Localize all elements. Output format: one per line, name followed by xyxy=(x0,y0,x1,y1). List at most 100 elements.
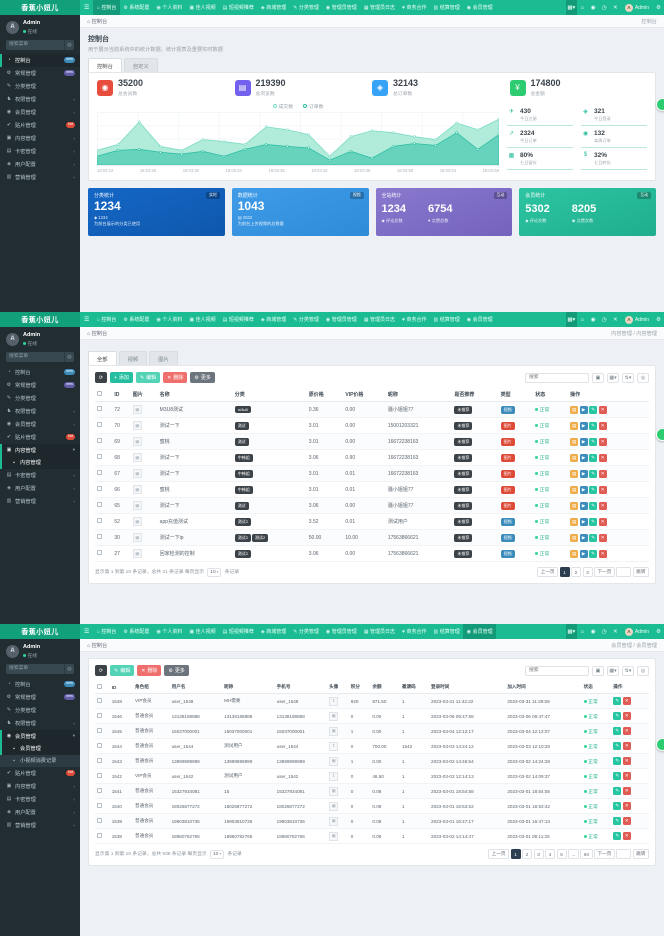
edit-button[interactable]: ✎ 编辑 xyxy=(135,372,161,383)
nav-item-business[interactable]: ♥ 商务合作 xyxy=(399,624,430,639)
nav-item-gear[interactable]: ⚙ 系统配置 xyxy=(120,312,153,327)
apps-menu-icon[interactable]: ▦▾ xyxy=(565,624,577,639)
search-button[interactable]: ◎ xyxy=(637,665,649,676)
sidebar-item-userconf[interactable]: ◈ 用户配置 ‹ xyxy=(0,482,80,495)
sidebar-item-cardkey[interactable]: ▤ 卡密管理 ‹ xyxy=(0,145,80,158)
recycle-bin-button[interactable]: ▣ xyxy=(592,372,604,383)
nav-item-admin[interactable]: ◉ 管理员管理 xyxy=(322,312,360,327)
tab-0[interactable]: 控制台 xyxy=(88,58,122,72)
close-tab-icon[interactable]: ✕ xyxy=(613,628,618,635)
nav-item-log[interactable]: ▦ 管理员日志 xyxy=(360,0,398,15)
sidebar-toggle-icon[interactable]: ☰ xyxy=(84,317,90,323)
log-button[interactable]: ▤ xyxy=(570,501,579,510)
delete-button[interactable]: ✕ 删除 xyxy=(137,665,162,676)
edit-row-button[interactable]: ✎ xyxy=(589,469,598,478)
edit-row-button[interactable]: ✎ xyxy=(613,727,622,735)
page-button-2[interactable]: 2 xyxy=(522,849,533,859)
delete-row-button[interactable]: ✕ xyxy=(622,757,631,765)
sidebar-item-general[interactable]: ⚙ 常规管理 new xyxy=(0,691,80,704)
row-checkbox[interactable] xyxy=(97,502,102,507)
sidebar-search-icon[interactable]: ◎ xyxy=(64,351,74,362)
page-button-3[interactable]: 3 xyxy=(582,567,593,577)
delete-row-button[interactable]: ✕ xyxy=(622,832,631,840)
refresh-button[interactable]: ⟳ xyxy=(95,372,107,383)
history-icon[interactable]: ◷ xyxy=(601,4,607,11)
nav-item-film[interactable]: ▣ 佳人视频 xyxy=(186,624,219,639)
tab-1[interactable]: 自定义 xyxy=(123,58,158,72)
sidebar-item-marketing[interactable]: ▥ 营销管理 ‹ xyxy=(0,171,80,184)
nav-item-video-list[interactable]: ▤ 短视频推荐 xyxy=(219,312,257,327)
preview-button[interactable]: ▶ xyxy=(579,453,588,462)
page-jump-button[interactable]: 跳转 xyxy=(632,849,649,859)
delete-row-button[interactable]: ✕ xyxy=(598,469,607,478)
legend-item[interactable]: 订单数 xyxy=(303,103,323,110)
summary-card-2[interactable]: 全站统计 互动 1234 ◆ 评论总数 6754 ♥ 点赞总数 xyxy=(375,188,513,237)
nav-item-category[interactable]: ✎ 分类管理 xyxy=(290,0,323,15)
edit-row-button[interactable]: ✎ xyxy=(613,757,622,765)
support-float-button[interactable] xyxy=(656,738,664,751)
sidebar-toggle-icon[interactable]: ☰ xyxy=(84,5,90,11)
sidebar-search-input[interactable] xyxy=(6,663,64,674)
nav-item-user[interactable]: ◉ 个人资料 xyxy=(153,312,186,327)
columns-button[interactable]: ▦▾ xyxy=(607,665,619,676)
row-checkbox[interactable] xyxy=(97,422,102,427)
profile-icon[interactable]: ◉ xyxy=(590,628,596,635)
row-checkbox[interactable] xyxy=(97,518,102,523)
edit-row-button[interactable]: ✎ xyxy=(589,485,598,494)
delete-row-button[interactable]: ✕ xyxy=(622,787,631,795)
page-jump-input[interactable] xyxy=(616,567,632,577)
delete-row-button[interactable]: ✕ xyxy=(622,727,631,735)
nav-item-home[interactable]: ⌂ 控制台 xyxy=(93,624,120,639)
delete-row-button[interactable]: ✕ xyxy=(622,742,631,750)
profile-icon[interactable]: ◉ xyxy=(590,4,596,11)
breadcrumb-home[interactable]: ⌂ 控制台 xyxy=(87,642,108,649)
support-float-button[interactable] xyxy=(656,98,664,111)
page-button-1[interactable]: 1 xyxy=(510,849,521,859)
edit-row-button[interactable]: ✎ xyxy=(589,421,598,430)
nav-item-mall[interactable]: ◈ 商城管理 xyxy=(257,312,289,327)
preview-button[interactable]: ▶ xyxy=(579,421,588,430)
sidebar-item-auth[interactable]: ♞ 权限管理 ‹ xyxy=(0,717,80,730)
export-button[interactable]: ⇅▾ xyxy=(622,372,634,383)
sidebar-search-icon[interactable]: ◎ xyxy=(64,39,74,50)
settings-icon[interactable]: ⚙ xyxy=(656,628,661,635)
delete-row-button[interactable]: ✕ xyxy=(598,405,607,414)
delete-row-button[interactable]: ✕ xyxy=(598,437,607,446)
edit-row-button[interactable]: ✎ xyxy=(589,533,598,542)
apps-menu-icon[interactable]: ▦▾ xyxy=(565,312,577,327)
page-button-5[interactable]: 5 xyxy=(556,849,567,859)
nav-item-settle[interactable]: ▥ 结算管理 xyxy=(430,312,463,327)
export-button[interactable]: ⇅▾ xyxy=(622,665,634,676)
close-tab-icon[interactable]: ✕ xyxy=(613,316,618,323)
nav-item-user[interactable]: ◉ 个人资料 xyxy=(153,0,186,15)
row-checkbox[interactable] xyxy=(97,833,102,838)
nav-item-admin[interactable]: ◉ 管理员管理 xyxy=(322,624,360,639)
next-page-button[interactable]: 下一页 xyxy=(594,567,615,577)
search-button[interactable]: ◎ xyxy=(637,372,649,383)
page-button-1[interactable]: 1 xyxy=(559,567,570,577)
sidebar-item-content[interactable]: ▣ 内容管理 ‹ xyxy=(0,132,80,145)
page-button-3[interactable]: 3 xyxy=(533,849,544,859)
nav-item-settle[interactable]: ▥ 结算管理 xyxy=(430,624,463,639)
delete-row-button[interactable]: ✕ xyxy=(622,697,631,705)
edit-row-button[interactable]: ✎ xyxy=(613,742,622,750)
sidebar-item-general[interactable]: ⚙ 常规管理 new xyxy=(0,379,80,392)
support-float-button[interactable] xyxy=(656,428,664,441)
sidebar-item-paster[interactable]: ✔ 贴片管理 hot xyxy=(0,431,80,444)
row-checkbox[interactable] xyxy=(97,454,102,459)
nav-item-mall[interactable]: ◈ 商城管理 xyxy=(257,0,289,15)
delete-row-button[interactable]: ✕ xyxy=(598,501,607,510)
history-icon[interactable]: ◷ xyxy=(601,316,607,323)
user-menu[interactable]: A Admin xyxy=(621,312,653,327)
sidebar-item-cardkey[interactable]: ▤ 卡密管理 ‹ xyxy=(0,793,80,806)
user-menu[interactable]: A Admin xyxy=(621,0,653,15)
delete-row-button[interactable]: ✕ xyxy=(622,802,631,810)
sidebar-search-input[interactable] xyxy=(6,351,64,362)
sidebar-item-cardkey[interactable]: ▤ 卡密管理 ‹ xyxy=(0,469,80,482)
row-checkbox[interactable] xyxy=(97,534,102,539)
edit-row-button[interactable]: ✎ xyxy=(613,712,622,720)
nav-item-video-list[interactable]: ▤ 短视频推荐 xyxy=(219,624,257,639)
row-checkbox[interactable] xyxy=(97,788,102,793)
row-checkbox[interactable] xyxy=(97,550,102,555)
edit-row-button[interactable]: ✎ xyxy=(613,832,622,840)
